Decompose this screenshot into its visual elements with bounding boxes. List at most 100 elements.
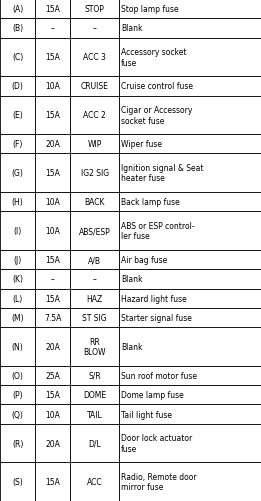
Bar	[35, 193, 70, 212]
Bar	[0, 366, 35, 385]
Bar	[70, 289, 119, 308]
Bar	[119, 39, 261, 77]
Text: 15A: 15A	[45, 256, 60, 265]
Text: STOP: STOP	[85, 5, 105, 14]
Bar	[70, 328, 119, 366]
Bar	[0, 270, 35, 289]
Text: Air bag fuse: Air bag fuse	[121, 256, 167, 265]
Bar	[119, 424, 261, 462]
Text: (J): (J)	[14, 256, 22, 265]
Text: 20A: 20A	[45, 140, 60, 149]
Text: TAIL: TAIL	[87, 410, 103, 419]
Text: ABS or ESP control-
ler fuse: ABS or ESP control- ler fuse	[121, 221, 194, 241]
Text: ACC: ACC	[87, 477, 102, 486]
Bar	[0, 250, 35, 270]
Text: A/B: A/B	[88, 256, 101, 265]
Text: Hazard light fuse: Hazard light fuse	[121, 294, 187, 303]
Bar	[70, 96, 119, 135]
Text: 15A: 15A	[45, 169, 60, 178]
Text: 10A: 10A	[45, 198, 60, 207]
Text: –: –	[51, 275, 55, 284]
Bar	[35, 212, 70, 250]
Text: Stop lamp fuse: Stop lamp fuse	[121, 5, 179, 14]
Bar	[0, 405, 35, 424]
Bar	[119, 308, 261, 328]
Text: –: –	[93, 275, 97, 284]
Bar	[119, 462, 261, 501]
Bar	[119, 250, 261, 270]
Text: (M): (M)	[11, 314, 24, 323]
Bar	[70, 19, 119, 39]
Bar	[70, 0, 119, 19]
Text: S/R: S/R	[88, 371, 101, 380]
Bar	[119, 0, 261, 19]
Bar	[70, 193, 119, 212]
Text: 10A: 10A	[45, 410, 60, 419]
Bar	[0, 39, 35, 77]
Text: 20A: 20A	[45, 342, 60, 351]
Bar	[0, 328, 35, 366]
Bar	[0, 308, 35, 328]
Bar	[35, 424, 70, 462]
Text: (I): (I)	[14, 227, 22, 236]
Text: Blank: Blank	[121, 342, 142, 351]
Bar	[35, 39, 70, 77]
Bar	[70, 212, 119, 250]
Bar	[35, 366, 70, 385]
Bar	[0, 135, 35, 154]
Text: Dome lamp fuse: Dome lamp fuse	[121, 390, 183, 399]
Text: Starter signal fuse: Starter signal fuse	[121, 314, 192, 323]
Bar	[119, 96, 261, 135]
Text: ST SIG: ST SIG	[82, 314, 107, 323]
Text: Wiper fuse: Wiper fuse	[121, 140, 162, 149]
Text: (H): (H)	[12, 198, 23, 207]
Text: 20A: 20A	[45, 439, 60, 448]
Text: Blank: Blank	[121, 25, 142, 34]
Bar	[0, 96, 35, 135]
Text: 10A: 10A	[45, 227, 60, 236]
Bar	[0, 385, 35, 405]
Bar	[119, 405, 261, 424]
Text: (C): (C)	[12, 53, 23, 62]
Bar	[0, 154, 35, 193]
Text: (L): (L)	[13, 294, 23, 303]
Text: RR
BLOW: RR BLOW	[83, 337, 106, 357]
Text: D/L: D/L	[88, 439, 101, 448]
Text: 25A: 25A	[45, 371, 60, 380]
Bar	[35, 385, 70, 405]
Bar	[0, 424, 35, 462]
Bar	[35, 96, 70, 135]
Bar	[70, 405, 119, 424]
Bar	[119, 289, 261, 308]
Text: (G): (G)	[12, 169, 23, 178]
Text: WIP: WIP	[87, 140, 102, 149]
Bar	[70, 308, 119, 328]
Bar	[70, 77, 119, 96]
Text: (Q): (Q)	[12, 410, 23, 419]
Bar	[119, 154, 261, 193]
Bar	[70, 135, 119, 154]
Text: Back lamp fuse: Back lamp fuse	[121, 198, 180, 207]
Bar	[35, 308, 70, 328]
Text: ACC 3: ACC 3	[83, 53, 106, 62]
Text: Ignition signal & Seat
heater fuse: Ignition signal & Seat heater fuse	[121, 164, 203, 183]
Text: (K): (K)	[12, 275, 23, 284]
Text: –: –	[93, 25, 97, 34]
Bar	[35, 154, 70, 193]
Bar	[35, 0, 70, 19]
Text: (B): (B)	[12, 25, 23, 34]
Bar	[70, 39, 119, 77]
Text: Accessory socket
fuse: Accessory socket fuse	[121, 48, 186, 68]
Bar	[119, 270, 261, 289]
Bar	[119, 193, 261, 212]
Bar	[0, 77, 35, 96]
Text: 10A: 10A	[45, 82, 60, 91]
Text: (A): (A)	[12, 5, 23, 14]
Bar	[35, 405, 70, 424]
Bar	[119, 77, 261, 96]
Bar	[119, 19, 261, 39]
Text: HAZ: HAZ	[86, 294, 103, 303]
Bar	[35, 77, 70, 96]
Text: (N): (N)	[12, 342, 23, 351]
Text: Cigar or Accessory
socket fuse: Cigar or Accessory socket fuse	[121, 106, 192, 125]
